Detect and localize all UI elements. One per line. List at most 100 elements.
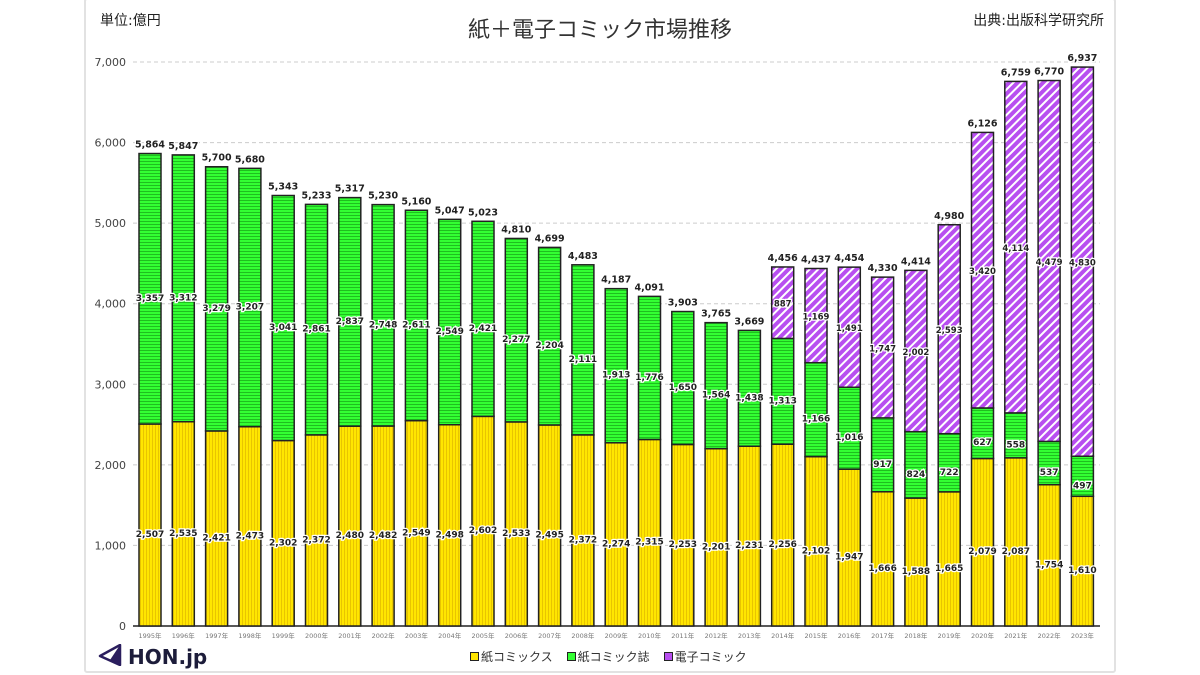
total-value-label: 5,343	[268, 182, 298, 193]
total-value-label: 6,126	[967, 118, 997, 129]
segment-value-label: 1,491	[836, 324, 863, 334]
bar-segment-paper-comics	[937, 491, 961, 627]
bar-segment-paper-magazines	[238, 167, 262, 428]
segment-value-label: 1,665	[935, 564, 963, 574]
logo[interactable]: HON.jp	[98, 643, 207, 670]
x-tick-label: 1998年	[238, 631, 262, 640]
bar-segment-paper-magazines	[504, 237, 529, 423]
legend-label: 紙コミックス	[481, 650, 553, 664]
x-tick-label: 2011年	[671, 631, 695, 640]
total-value-label: 4,699	[535, 233, 565, 244]
bar-segment-digital-comics	[870, 276, 895, 419]
total-value-label: 4,980	[934, 211, 964, 222]
segment-value-label: 824	[907, 470, 926, 480]
y-tick-label: 6,000	[95, 137, 127, 150]
x-tick-label: 2013年	[738, 631, 762, 640]
bar-segment-paper-magazines	[870, 417, 895, 493]
bar-segment-paper-comics	[970, 457, 995, 627]
segment-value-label: 2,533	[502, 529, 530, 539]
bar-segment-paper-comics	[1004, 457, 1028, 627]
segment-value-label: 2,507	[136, 530, 164, 540]
bar-segment-paper-comics	[804, 455, 828, 627]
segment-value-label: 2,861	[302, 325, 330, 335]
bar-segment-paper-comics	[471, 415, 495, 627]
bar-segment-paper-comics	[204, 430, 229, 627]
x-tick-label: 2002年	[372, 631, 396, 640]
legend-label: 電子コミック	[674, 650, 747, 664]
segment-value-label: 1,610	[1068, 566, 1096, 576]
segment-value-label: 2,549	[435, 327, 463, 337]
legend-swatch-digital-comics	[663, 652, 673, 661]
total-value-label: 4,810	[501, 224, 531, 235]
y-tick-label: 3,000	[95, 378, 127, 391]
bar-segment-paper-magazines	[204, 165, 229, 432]
bar-segment-paper-magazines	[604, 287, 628, 444]
bar-segment-paper-comics	[138, 423, 162, 627]
segment-value-label: 2,549	[402, 528, 430, 538]
bar-segment-paper-comics	[704, 447, 728, 627]
unit-label: 単位:億円	[100, 13, 161, 29]
bar-segment-paper-magazines	[437, 218, 462, 426]
total-value-label: 5,847	[168, 141, 198, 152]
total-value-label: 6,770	[1034, 67, 1064, 78]
segment-value-label: 3,357	[136, 294, 164, 304]
segment-value-label: 2,372	[302, 535, 330, 545]
y-tick-label: 7,000	[95, 56, 127, 69]
x-tick-label: 2020年	[971, 631, 995, 640]
bar-segment-paper-comics	[737, 445, 762, 627]
bar-segment-digital-comics	[1004, 80, 1028, 414]
segment-value-label: 3,279	[202, 304, 230, 314]
segment-value-label: 2,231	[735, 541, 763, 551]
x-tick-label: 1999年	[272, 631, 296, 640]
x-tick-label: 2018年	[904, 631, 928, 640]
bar-segment-paper-magazines	[737, 329, 762, 447]
legend-label: 紙コミック誌	[577, 650, 650, 664]
segment-value-label: 4,479	[1036, 258, 1063, 268]
bar-segment-paper-comics	[238, 425, 262, 627]
bar-segment-digital-comics	[804, 267, 828, 364]
bar-segment-paper-magazines	[404, 209, 429, 422]
segment-value-label: 2,002	[902, 348, 929, 358]
legend-swatch-paper-magazines	[566, 652, 576, 661]
x-axis-ticks: 1995年 1996年 1997年 1998年 1999年 2000年 2001年 2002年…	[138, 631, 1094, 640]
segment-value-label: 2,421	[469, 324, 497, 334]
segment-value-label: 2,498	[435, 530, 463, 540]
bar-segment-paper-magazines	[371, 203, 395, 427]
total-value-label: 4,456	[768, 253, 798, 264]
bar-segment-paper-comics	[837, 468, 862, 627]
bar-segment-paper-magazines	[637, 295, 662, 441]
bar-segment-paper-comics	[870, 491, 895, 627]
segment-value-label: 917	[873, 460, 892, 470]
bar-segment-paper-comics	[404, 419, 429, 627]
segment-value-label: 2,253	[669, 540, 697, 550]
total-value-label: 6,937	[1067, 53, 1097, 64]
bar-segment-paper-comics	[504, 421, 529, 627]
segment-value-label: 1,313	[768, 396, 796, 406]
x-tick-label: 2014年	[771, 631, 795, 640]
bar-segment-digital-comics	[937, 224, 961, 435]
chart-title: 紙＋電子コミック市場推移	[467, 18, 732, 43]
bar-segment-paper-magazines	[1037, 440, 1061, 486]
segment-value-label: 1,650	[669, 383, 697, 393]
bars	[138, 66, 1095, 627]
total-value-label: 5,047	[435, 205, 465, 216]
bar-segment-paper-magazines	[970, 407, 995, 460]
y-tick-label: 1,000	[95, 539, 127, 552]
y-tick-label: 4,000	[95, 298, 127, 311]
bar-segment-digital-comics	[837, 266, 862, 389]
bar-segment-paper-comics	[1037, 483, 1061, 627]
segment-value-label: 2,837	[336, 317, 364, 327]
bar-segment-paper-comics	[304, 434, 329, 627]
legend: 紙コミックス 紙コミック誌 電子コミック	[470, 648, 747, 665]
bar-segment-paper-magazines	[837, 386, 862, 470]
source-label: 出典:出版科学研究所	[973, 13, 1104, 29]
segment-value-label: 2,302	[269, 538, 297, 548]
segment-value-label: 1,754	[1035, 560, 1063, 570]
segment-value-label: 1,747	[869, 345, 896, 355]
segment-value-label: 887	[774, 300, 792, 310]
bar-segment-digital-comics	[904, 269, 928, 433]
x-tick-label: 2003年	[405, 631, 429, 640]
segment-value-label: 1,169	[803, 313, 830, 323]
segment-value-label: 4,830	[1069, 259, 1096, 269]
bar-segment-paper-magazines	[171, 154, 196, 423]
